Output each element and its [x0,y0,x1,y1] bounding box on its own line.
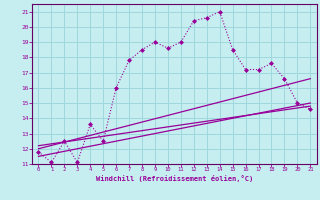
X-axis label: Windchill (Refroidissement éolien,°C): Windchill (Refroidissement éolien,°C) [96,175,253,182]
